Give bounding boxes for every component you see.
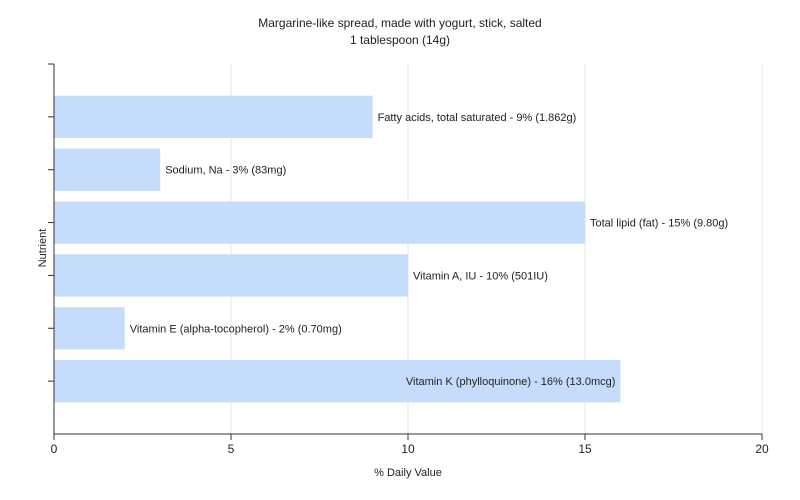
- chart-subtitle: 1 tablespoon (14g): [350, 33, 450, 47]
- bar-label: Sodium, Na - 3% (83mg): [165, 165, 286, 177]
- y-axis-title: Nutrient: [37, 229, 49, 268]
- bar-labels: Fatty acids, total saturated - 9% (1.862…: [130, 112, 728, 388]
- bar: [54, 95, 373, 138]
- x-tick-label: 5: [228, 442, 235, 456]
- x-tick-label: 20: [755, 442, 769, 456]
- bar: [54, 148, 161, 191]
- bar-label: Vitamin K (phylloquinone) - 16% (13.0mcg…: [406, 376, 616, 388]
- x-tick-label: 15: [578, 442, 592, 456]
- bar-label: Fatty acids, total saturated - 9% (1.862…: [378, 112, 577, 124]
- bar: [54, 254, 408, 297]
- x-tick-label: 10: [401, 442, 415, 456]
- x-axis-ticks: 0 5 10 15 20: [51, 434, 769, 456]
- bar: [54, 307, 125, 350]
- bar-label: Total lipid (fat) - 15% (9.80g): [590, 218, 728, 230]
- bars: [54, 95, 621, 403]
- bar-label: Vitamin E (alpha-tocopherol) - 2% (0.70m…: [130, 323, 342, 335]
- x-axis-title: % Daily Value: [374, 467, 442, 479]
- bar: [54, 201, 585, 244]
- chart-title: Margarine-like spread, made with yogurt,…: [258, 16, 541, 30]
- bar: [54, 360, 621, 403]
- x-tick-label: 0: [51, 442, 58, 456]
- bar-label: Vitamin A, IU - 10% (501IU): [413, 270, 548, 282]
